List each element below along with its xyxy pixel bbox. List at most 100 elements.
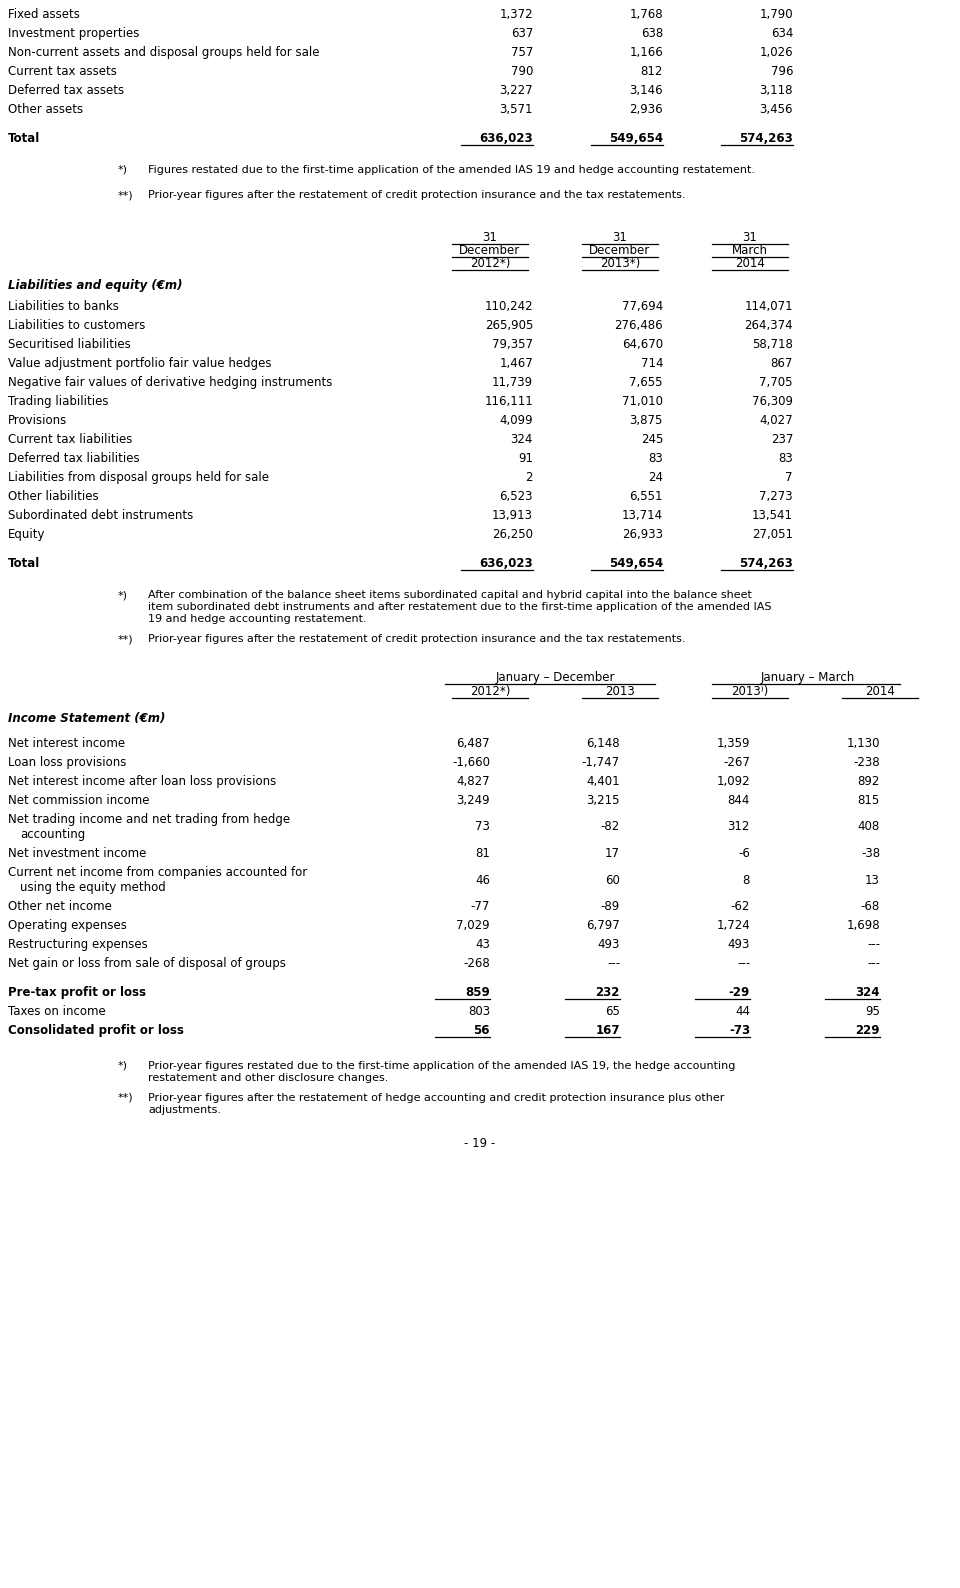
- Text: 844: 844: [728, 794, 750, 807]
- Text: 3,456: 3,456: [759, 103, 793, 116]
- Text: 1,166: 1,166: [629, 46, 663, 59]
- Text: 245: 245: [640, 434, 663, 446]
- Text: -1,660: -1,660: [452, 756, 490, 769]
- Text: Other liabilities: Other liabilities: [8, 491, 99, 503]
- Text: 790: 790: [511, 65, 533, 78]
- Text: January – March: January – March: [761, 672, 855, 684]
- Text: Total: Total: [8, 132, 40, 145]
- Text: 796: 796: [771, 65, 793, 78]
- Text: **): **): [118, 634, 133, 645]
- Text: 77,694: 77,694: [622, 300, 663, 313]
- Text: 1,768: 1,768: [630, 8, 663, 21]
- Text: 3,875: 3,875: [630, 414, 663, 427]
- Text: 815: 815: [857, 794, 880, 807]
- Text: 76,309: 76,309: [752, 395, 793, 408]
- Text: 73: 73: [475, 821, 490, 834]
- Text: *): *): [118, 1061, 128, 1070]
- Text: ---: ---: [867, 958, 880, 970]
- Text: Net investment income: Net investment income: [8, 846, 146, 861]
- Text: Net trading income and net trading from hedge: Net trading income and net trading from …: [8, 813, 290, 826]
- Text: 27,051: 27,051: [752, 527, 793, 542]
- Text: 3,118: 3,118: [759, 84, 793, 97]
- Text: 637: 637: [511, 27, 533, 40]
- Text: Net gain or loss from sale of disposal of groups: Net gain or loss from sale of disposal o…: [8, 958, 286, 970]
- Text: Prior-year figures after the restatement of credit protection insurance and the : Prior-year figures after the restatement…: [148, 191, 685, 200]
- Text: Value adjustment portfolio fair value hedges: Value adjustment portfolio fair value he…: [8, 357, 272, 370]
- Text: -29: -29: [729, 986, 750, 999]
- Text: 65: 65: [605, 1005, 620, 1018]
- Text: 867: 867: [771, 357, 793, 370]
- Text: March: March: [732, 245, 768, 257]
- Text: Operating expenses: Operating expenses: [8, 919, 127, 932]
- Text: ---: ---: [737, 958, 750, 970]
- Text: 549,654: 549,654: [609, 132, 663, 145]
- Text: Current tax liabilities: Current tax liabilities: [8, 434, 132, 446]
- Text: 3,571: 3,571: [499, 103, 533, 116]
- Text: 19 and hedge accounting restatement.: 19 and hedge accounting restatement.: [148, 615, 367, 624]
- Text: Fixed assets: Fixed assets: [8, 8, 80, 21]
- Text: 1,724: 1,724: [716, 919, 750, 932]
- Text: using the equity method: using the equity method: [20, 881, 166, 894]
- Text: 1,467: 1,467: [499, 357, 533, 370]
- Text: Loan loss provisions: Loan loss provisions: [8, 756, 127, 769]
- Text: Prior-year figures after the restatement of credit protection insurance and the : Prior-year figures after the restatement…: [148, 634, 685, 645]
- Text: -268: -268: [464, 958, 490, 970]
- Text: Non-current assets and disposal groups held for sale: Non-current assets and disposal groups h…: [8, 46, 320, 59]
- Text: 13,913: 13,913: [492, 510, 533, 522]
- Text: 574,263: 574,263: [739, 557, 793, 570]
- Text: 26,933: 26,933: [622, 527, 663, 542]
- Text: restatement and other disclosure changes.: restatement and other disclosure changes…: [148, 1073, 389, 1083]
- Text: 6,551: 6,551: [630, 491, 663, 503]
- Text: 574,263: 574,263: [739, 132, 793, 145]
- Text: Current net income from companies accounted for: Current net income from companies accoun…: [8, 865, 307, 880]
- Text: 493: 493: [728, 939, 750, 951]
- Text: Investment properties: Investment properties: [8, 27, 139, 40]
- Text: 4,099: 4,099: [499, 414, 533, 427]
- Text: 6,487: 6,487: [456, 737, 490, 750]
- Text: Pre-tax profit or loss: Pre-tax profit or loss: [8, 986, 146, 999]
- Text: *): *): [118, 165, 128, 175]
- Text: Liabilities to customers: Liabilities to customers: [8, 319, 145, 332]
- Text: 7: 7: [785, 472, 793, 484]
- Text: 1,026: 1,026: [759, 46, 793, 59]
- Text: -267: -267: [723, 756, 750, 769]
- Text: Restructuring expenses: Restructuring expenses: [8, 939, 148, 951]
- Text: 6,148: 6,148: [587, 737, 620, 750]
- Text: 2012*): 2012*): [469, 257, 510, 270]
- Text: 2013⁾): 2013⁾): [732, 684, 769, 699]
- Text: 4,027: 4,027: [759, 414, 793, 427]
- Text: 114,071: 114,071: [744, 300, 793, 313]
- Text: 1,092: 1,092: [716, 775, 750, 788]
- Text: 167: 167: [595, 1024, 620, 1037]
- Text: item subordinated debt instruments and after restatement due to the first-time a: item subordinated debt instruments and a…: [148, 602, 772, 611]
- Text: 859: 859: [466, 986, 490, 999]
- Text: 56: 56: [473, 1024, 490, 1037]
- Text: 276,486: 276,486: [614, 319, 663, 332]
- Text: -89: -89: [601, 900, 620, 913]
- Text: 43: 43: [475, 939, 490, 951]
- Text: 13,714: 13,714: [622, 510, 663, 522]
- Text: adjustments.: adjustments.: [148, 1105, 221, 1115]
- Text: After combination of the balance sheet items subordinated capital and hybrid cap: After combination of the balance sheet i…: [148, 591, 752, 600]
- Text: 4,401: 4,401: [587, 775, 620, 788]
- Text: 83: 83: [779, 453, 793, 465]
- Text: 812: 812: [640, 65, 663, 78]
- Text: Net interest income: Net interest income: [8, 737, 125, 750]
- Text: Consolidated profit or loss: Consolidated profit or loss: [8, 1024, 184, 1037]
- Text: 13: 13: [865, 873, 880, 886]
- Text: -238: -238: [853, 756, 880, 769]
- Text: 1,698: 1,698: [847, 919, 880, 932]
- Text: 31: 31: [612, 230, 628, 245]
- Text: 2,936: 2,936: [630, 103, 663, 116]
- Text: 634: 634: [771, 27, 793, 40]
- Text: Income Statement (€m): Income Statement (€m): [8, 711, 165, 726]
- Text: 3,249: 3,249: [456, 794, 490, 807]
- Text: Current tax assets: Current tax assets: [8, 65, 117, 78]
- Text: 58,718: 58,718: [752, 338, 793, 351]
- Text: accounting: accounting: [20, 827, 85, 842]
- Text: 2013*): 2013*): [600, 257, 640, 270]
- Text: 83: 83: [648, 453, 663, 465]
- Text: 232: 232: [595, 986, 620, 999]
- Text: 31: 31: [483, 230, 497, 245]
- Text: 7,273: 7,273: [759, 491, 793, 503]
